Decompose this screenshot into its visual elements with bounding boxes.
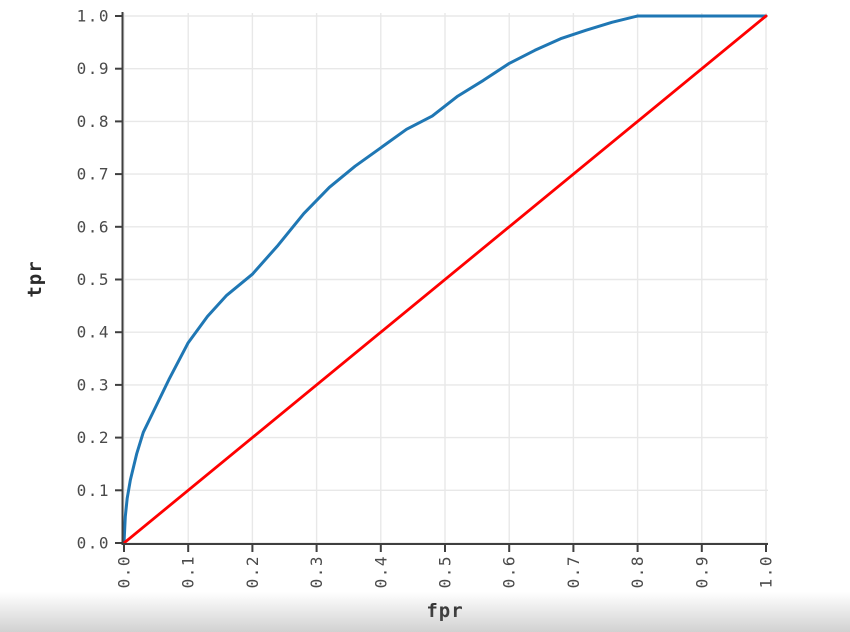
- x-axis-title: fpr: [426, 600, 464, 622]
- x-tick-label: 0.3: [307, 555, 326, 588]
- x-tick-label: 0.1: [179, 555, 198, 588]
- x-tick-label: 1.0: [757, 555, 776, 588]
- roc-curve-line: [122, 14, 768, 545]
- x-tick-label: 0.0: [115, 555, 134, 588]
- x-tick-label: 0.7: [564, 555, 583, 588]
- y-tick-label: 0.9: [77, 59, 110, 78]
- x-tick-label: 0.9: [692, 555, 711, 588]
- y-tick-label: 0.1: [77, 481, 110, 500]
- y-tick-label: 0.7: [77, 165, 110, 184]
- y-axis-title: tpr: [24, 260, 46, 298]
- x-tick-label: 0.2: [243, 555, 262, 588]
- y-tick-label: 0.0: [77, 534, 110, 553]
- y-tick-label: 1.0: [77, 7, 110, 26]
- x-tick-label: 0.8: [628, 555, 647, 588]
- x-tick-label: 0.6: [500, 555, 519, 588]
- y-tick-label: 0.8: [77, 112, 110, 131]
- y-tick-label: 0.6: [77, 217, 110, 236]
- x-tick-label: 0.5: [436, 555, 455, 588]
- y-tick-label: 0.3: [77, 375, 110, 394]
- y-tick-label: 0.5: [77, 270, 110, 289]
- chance-diagonal-line: [122, 14, 768, 545]
- y-tick-label: 0.4: [77, 323, 110, 342]
- x-tick-label: 0.4: [371, 555, 390, 588]
- y-tick-label: 0.2: [77, 428, 110, 447]
